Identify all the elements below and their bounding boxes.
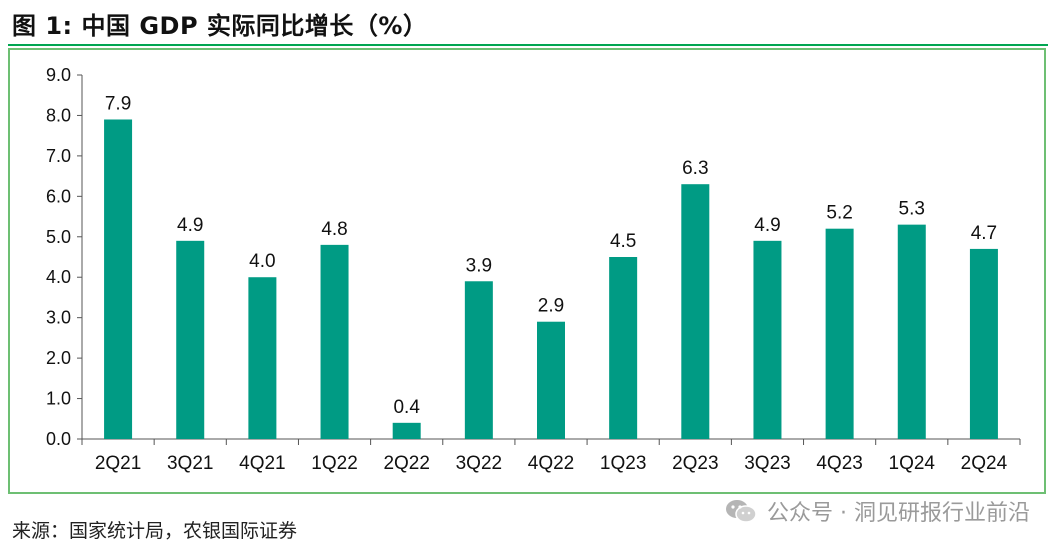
x-tick-label: 4Q22 (528, 453, 574, 474)
y-tick-label: 7.0 (46, 146, 71, 166)
bar-value-label: 5.3 (899, 199, 925, 220)
y-tick-label: 5.0 (46, 227, 71, 247)
x-tick-label: 3Q22 (456, 453, 502, 474)
bar (825, 228, 854, 439)
bar (609, 257, 638, 439)
bar-value-label: 5.2 (826, 203, 852, 224)
x-tick-label: 3Q21 (167, 453, 213, 474)
bar-value-label: 4.7 (971, 223, 997, 244)
watermark-text: 公众号 · 洞见研报行业前沿 (767, 501, 1030, 526)
x-tick-label: 1Q24 (889, 453, 936, 474)
x-tick-label: 4Q23 (816, 453, 862, 474)
bar-value-label: 2.9 (538, 296, 564, 317)
y-tick-label: 2.0 (46, 348, 71, 368)
x-tick-label: 2Q21 (95, 453, 141, 474)
bar-value-label: 0.4 (393, 397, 420, 418)
x-tick-label: 2Q23 (672, 453, 718, 474)
bar-value-label: 4.8 (321, 219, 347, 240)
gdp-bar-chart: 0.0 1.0 2.0 3.0 4.0 5.0 6.0 7.0 8.0 9.0 7.9 2Q21 4.9… (46, 65, 1021, 474)
bar-value-label: 3.9 (466, 255, 492, 276)
y-tick-label: 3.0 (46, 308, 71, 328)
y-tick-label: 1.0 (46, 389, 71, 409)
bar-value-label: 7.9 (105, 93, 131, 114)
bar-value-label: 4.0 (249, 251, 275, 272)
y-tick-label: 0.0 (46, 429, 71, 449)
figure-title: 图 1: 中国 GDP 实际同比增长（%） (12, 12, 428, 40)
x-tick-label: 4Q21 (239, 453, 285, 474)
bar (537, 321, 565, 439)
wechat-icon (726, 500, 757, 523)
title-divider (8, 44, 1048, 46)
source-note: 来源：国家统计局，农银国际证券 (12, 520, 298, 542)
bar (464, 281, 493, 439)
bar (104, 119, 133, 439)
bar (681, 184, 710, 439)
chart-frame (8, 48, 1046, 494)
y-tick-label: 8.0 (46, 105, 71, 125)
watermark: 公众号 · 洞见研报行业前沿 (725, 496, 1030, 526)
bar-value-label: 4.5 (610, 231, 636, 252)
bar (969, 248, 998, 439)
bar (176, 240, 205, 439)
bar (248, 277, 277, 439)
bar-value-label: 4.9 (177, 215, 203, 236)
bar (320, 244, 349, 439)
x-tick-label: 1Q22 (311, 453, 357, 474)
bar (392, 422, 421, 439)
y-tick-label: 6.0 (46, 186, 71, 206)
bar-value-label: 4.9 (754, 215, 780, 236)
bar (753, 240, 782, 439)
y-tick-label: 4.0 (46, 267, 71, 287)
x-tick-label: 2Q22 (383, 453, 429, 474)
x-tick-label: 3Q23 (744, 453, 790, 474)
y-tick-label: 9.0 (46, 65, 71, 85)
bar-value-label: 6.3 (682, 158, 708, 179)
x-tick-label: 1Q23 (600, 453, 646, 474)
bar (897, 224, 926, 439)
x-tick-label: 2Q24 (961, 453, 1008, 474)
